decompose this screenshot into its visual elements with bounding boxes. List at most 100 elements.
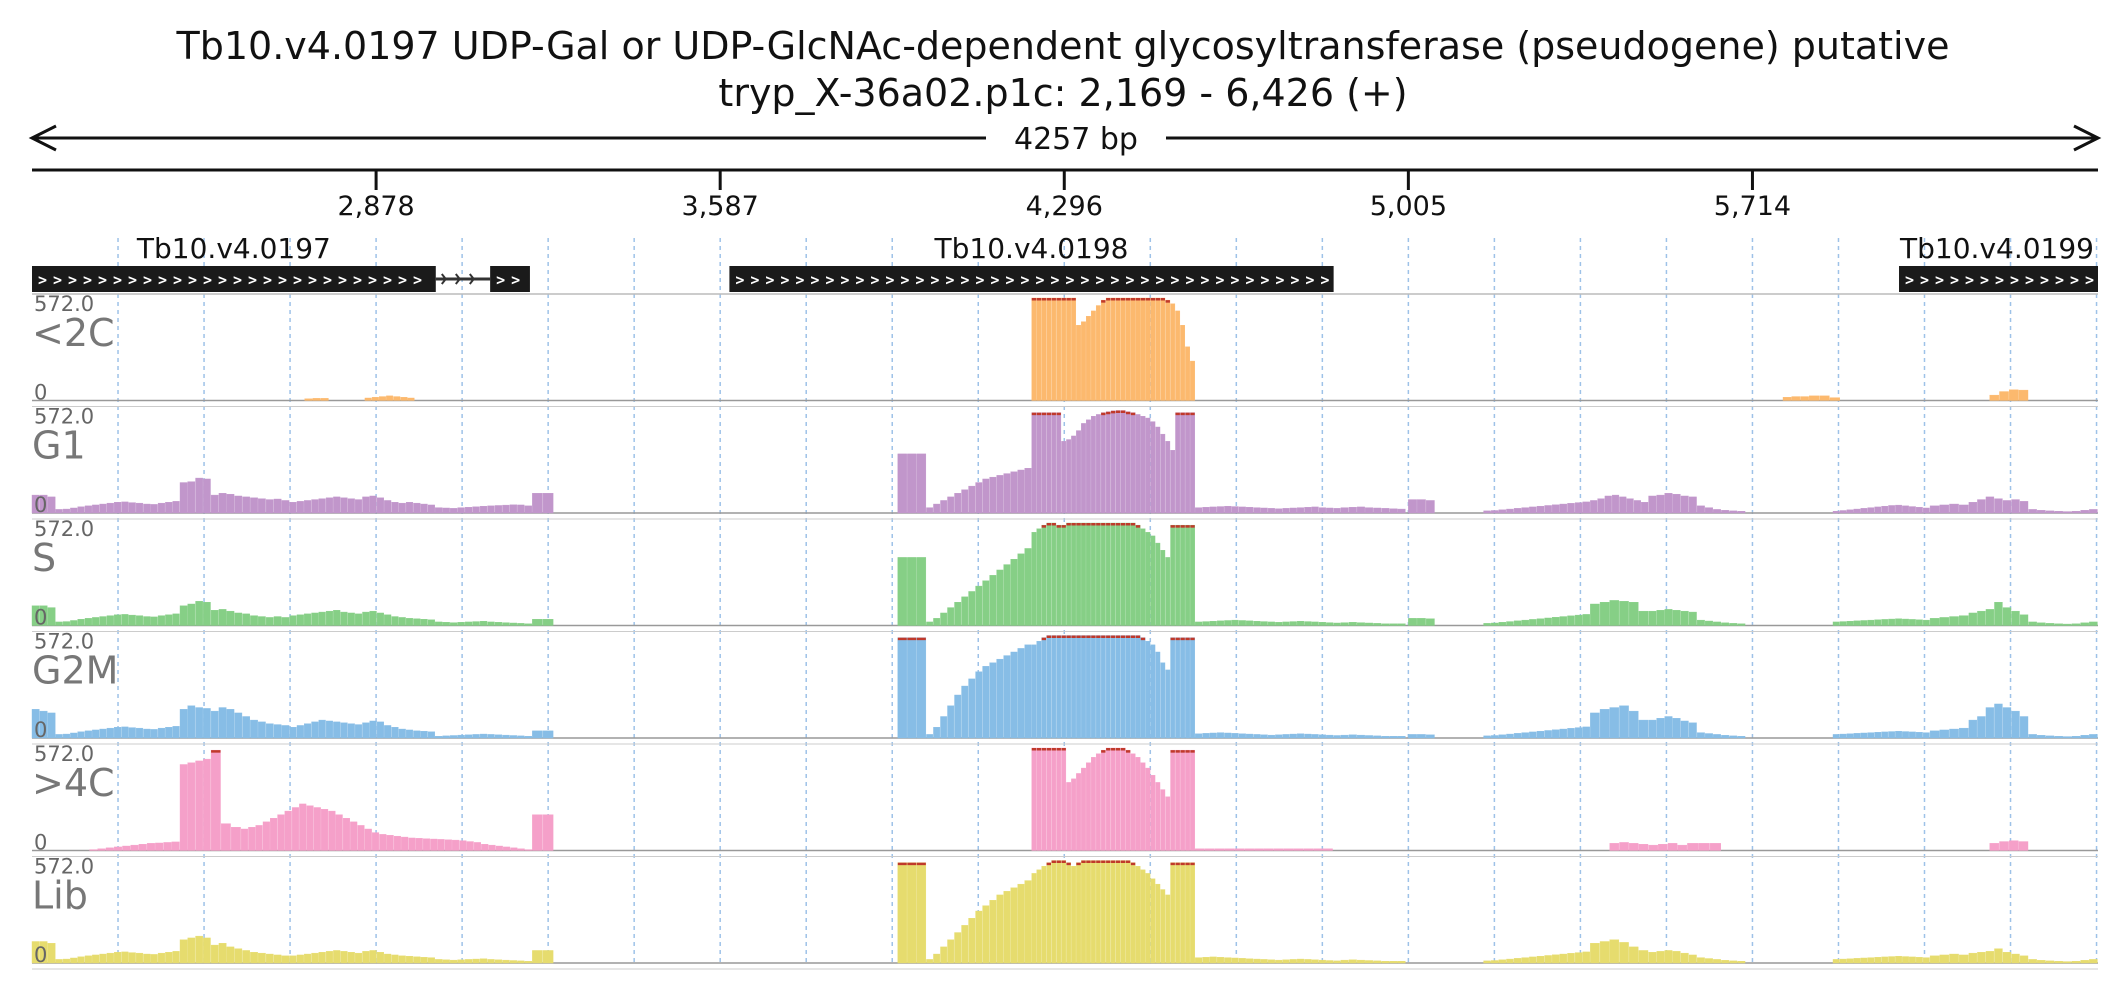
coverage-bar — [2037, 735, 2046, 739]
coverage-bar — [342, 818, 350, 851]
saturation-mark — [1066, 635, 1071, 638]
gene-model[interactable]: > > > > > > > > > > > > > > > > > > > > > > > > > > > > > > > > > > > > > > > >… — [729, 232, 1334, 292]
saturation-mark — [1071, 523, 1076, 526]
coverage-bar — [1175, 749, 1181, 851]
coverage-bar — [1056, 412, 1062, 514]
coverage-bar — [1867, 957, 1875, 964]
coverage-bar — [1051, 297, 1057, 401]
coverage-bar — [1529, 619, 1537, 626]
coverage-bar — [1253, 507, 1261, 514]
coverage-bar — [1909, 506, 1916, 514]
strand-arrow: > — [1080, 271, 1089, 289]
coverage-bar — [70, 507, 78, 514]
track-zero-label: 0 — [34, 381, 47, 405]
coverage-bar — [1895, 730, 1902, 739]
coverage-bar — [1521, 619, 1529, 626]
coverage-bar — [517, 960, 525, 964]
coverage-bar — [1185, 346, 1190, 401]
coverage-bar — [1195, 848, 1205, 851]
coverage-bar — [393, 396, 401, 401]
coverage-bar — [1056, 297, 1062, 401]
coverage-bar — [1348, 507, 1357, 514]
coverage-bar — [487, 505, 495, 514]
coverage-bar — [2028, 621, 2037, 626]
coverage-bar — [1389, 623, 1398, 626]
coverage-bar — [1086, 860, 1091, 964]
coverage-bar — [1574, 502, 1583, 514]
intron-arrow — [441, 273, 448, 285]
coverage-bar — [1968, 952, 1978, 964]
coverage-bar — [1231, 733, 1239, 739]
coverage-bar — [1638, 719, 1649, 739]
coverage-bar — [1209, 956, 1217, 964]
coverage-bar — [277, 814, 285, 851]
coverage-bar — [2054, 961, 2063, 964]
coverage-bar — [1860, 508, 1868, 514]
coverage-bar — [1130, 753, 1136, 851]
coverage-bar — [312, 398, 321, 401]
strand-arrow: > — [2070, 271, 2079, 289]
axis-tick-label: 4,296 — [1026, 191, 1103, 222]
coverage-bar — [1326, 960, 1334, 964]
coverage-bar — [975, 671, 983, 739]
strand-arrow: > — [1260, 271, 1269, 289]
strand-arrow: > — [496, 271, 505, 289]
coverage-bar — [1267, 734, 1275, 739]
coverage-bar — [1175, 637, 1181, 739]
coverage-bar — [1066, 782, 1072, 851]
coverage-bar — [1135, 635, 1141, 739]
coverage-bar — [1559, 953, 1568, 964]
saturation-mark — [1056, 748, 1061, 751]
coverage-bar — [1729, 960, 1738, 964]
coverage-bar — [1041, 747, 1047, 851]
coverage-bar — [1282, 734, 1290, 739]
coverage-bar — [1949, 616, 1959, 626]
coverage-bar — [106, 952, 114, 964]
gene-model[interactable]: > > > > > > > > > > > > > Tb10.v4.0199 — [1899, 232, 2098, 292]
coverage-bar — [311, 612, 319, 626]
coverage-bar — [459, 840, 467, 851]
coverage-bar — [1989, 394, 2000, 401]
coverage-bar — [1046, 747, 1052, 851]
coverage-bar — [1867, 619, 1875, 626]
coverage-bar — [1698, 843, 1710, 851]
coverage-bar — [1922, 957, 1930, 964]
coverage-bar — [362, 496, 370, 514]
coverage-bar — [1135, 866, 1141, 964]
strand-arrow: > — [975, 271, 984, 289]
coverage-bar — [92, 617, 100, 626]
axis-tick-label: 3,587 — [682, 191, 759, 222]
coverage-bar — [1010, 558, 1018, 626]
coverage-bar — [1180, 749, 1185, 851]
saturation-mark — [1140, 298, 1146, 301]
strand-arrow: > — [1200, 271, 1209, 289]
saturation-mark — [1061, 635, 1066, 638]
coverage-bar — [926, 621, 934, 626]
coverage-bar — [218, 943, 227, 964]
strand-arrow: > — [233, 271, 242, 289]
coverage-bar — [442, 735, 450, 739]
coverage-bar — [1086, 419, 1091, 514]
saturation-mark — [1066, 298, 1071, 301]
coverage-bar — [1051, 635, 1057, 739]
coverage-bar — [1552, 954, 1560, 964]
coverage-bar — [1244, 848, 1254, 851]
saturation-mark — [1031, 412, 1037, 416]
saturation-mark — [1046, 862, 1051, 866]
coverage-bar — [203, 937, 211, 964]
coverage-bar — [99, 503, 107, 514]
coverage-bar — [1155, 883, 1161, 964]
gene-model[interactable]: > > > > > > > > > > > > > > > > > > > > > > > > > > > > Tb10.v4.0197 — [32, 232, 530, 292]
coverage-bar — [2018, 841, 2029, 851]
coverage-bar — [1888, 731, 1896, 739]
strand-arrow: > — [1980, 271, 1989, 289]
coverage-bar — [2002, 500, 2012, 514]
coverage-bar — [473, 842, 482, 851]
strand-arrow: > — [885, 271, 894, 289]
coverage-bar — [1100, 299, 1106, 401]
coverage-bar — [1190, 637, 1195, 739]
saturation-mark — [1190, 637, 1195, 641]
coverage-bar — [157, 615, 166, 626]
strand-arrow: > — [1275, 271, 1284, 289]
coverage-bar — [1491, 960, 1499, 964]
